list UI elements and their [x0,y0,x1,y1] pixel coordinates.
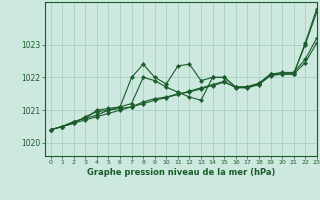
X-axis label: Graphe pression niveau de la mer (hPa): Graphe pression niveau de la mer (hPa) [87,168,275,177]
